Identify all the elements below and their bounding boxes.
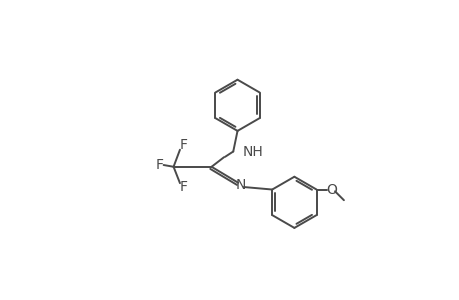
Text: NH: NH [241,145,263,158]
Text: F: F [155,158,163,172]
Text: F: F [179,139,187,152]
Text: F: F [179,180,187,194]
Text: N: N [235,178,246,192]
Text: O: O [325,182,336,197]
